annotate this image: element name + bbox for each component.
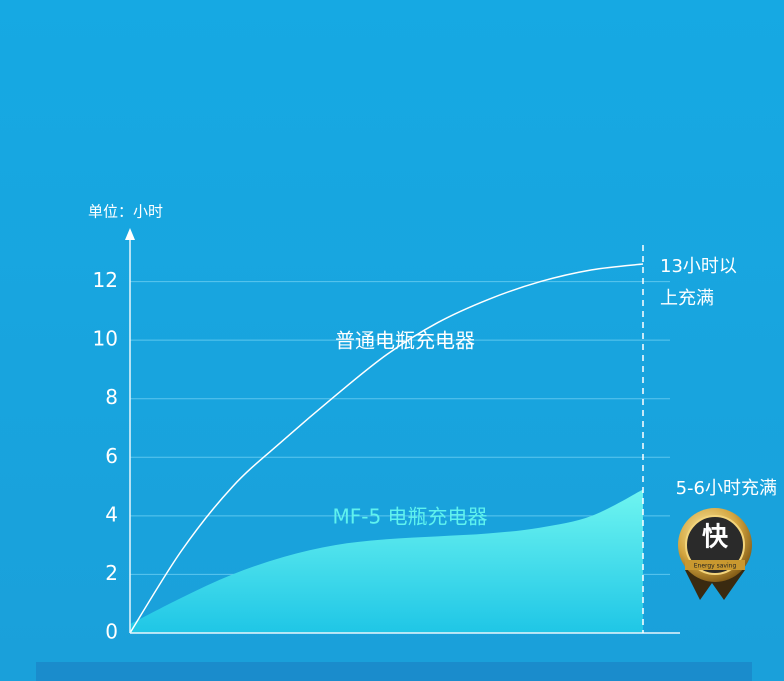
annotation: 5-6小时充满 [676, 478, 777, 499]
area-series [130, 489, 643, 633]
y-tick-label: 0 [105, 620, 118, 644]
badge: 快 Energy saving [678, 508, 752, 600]
annotation: 上充满 [660, 288, 714, 309]
y-tick-label: 4 [105, 502, 118, 526]
badge-subtext: Energy saving [694, 563, 737, 570]
badge-band [685, 560, 745, 570]
y-tick-label: 6 [105, 444, 118, 468]
y-tick-label: 2 [105, 561, 118, 585]
badge-text: 快 [702, 523, 729, 553]
badge-core [685, 515, 745, 575]
y-tick-label: 12 [93, 268, 118, 292]
y-axis-label: 单位：小时 [88, 203, 163, 221]
series-label: 普通电瓶充电器 [335, 329, 475, 353]
annotation: 13小时以 [660, 256, 737, 277]
y-axis-arrow [125, 228, 135, 240]
footer-bar [36, 662, 752, 681]
y-tick-label: 10 [93, 327, 118, 351]
y-tick-label: 8 [105, 385, 118, 409]
series-label: MF-5 电瓶充电器 [332, 505, 487, 529]
line-series [129, 263, 644, 634]
